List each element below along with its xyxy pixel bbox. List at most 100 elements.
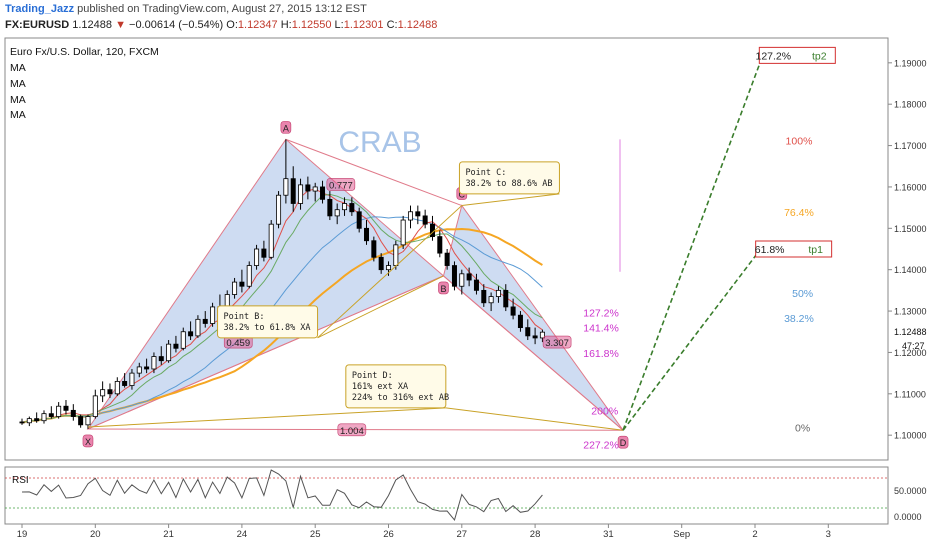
fib-level-label: 141.4% (583, 323, 619, 335)
price-tick-label: 1.11000 (894, 389, 926, 399)
time-tick-label: 21 (163, 529, 174, 540)
candle-body (298, 184, 304, 204)
candle-body (283, 178, 289, 196)
pattern-point-x: X (82, 434, 94, 448)
candle-body (517, 314, 523, 329)
pattern-line-ac (285, 138, 462, 207)
ratio-badge (326, 178, 356, 191)
time-tick-label: Sep (673, 529, 690, 540)
annotation-leader (461, 193, 560, 207)
candle-body (459, 273, 465, 287)
time-tick-label: 24 (237, 529, 248, 540)
close-label: C: (386, 19, 398, 31)
candle-body (56, 405, 62, 417)
time-tick-label: 26 (383, 529, 394, 540)
candle-body (451, 265, 457, 287)
low-value: 1.12301 (343, 19, 384, 31)
ma-blue-line (21, 216, 543, 424)
ratio-value: 1.004 (340, 426, 364, 437)
pattern-point-badge (438, 281, 449, 295)
candle-body (312, 186, 318, 192)
pattern-line-bd (443, 275, 624, 431)
chart-header: Trading_Jazz published on TradingView.co… (0, 0, 932, 36)
candle-body (122, 380, 128, 386)
ma-green-line (21, 193, 543, 424)
candle-body (254, 248, 260, 266)
candle-body (525, 327, 531, 337)
candle-body (276, 194, 282, 225)
price-tick-label: 1.15000 (894, 224, 927, 234)
candle-body (532, 335, 538, 339)
annotation-box: Point C:38.2% to 88.6% AB (458, 161, 560, 195)
projection-line (622, 59, 763, 431)
main-pane-frame (4, 37, 889, 461)
symbol-name: FX:EURUSD (5, 19, 70, 31)
target-tp1: 61.8% tp1 (755, 240, 833, 258)
candle-body (261, 248, 267, 258)
candle-body (136, 366, 142, 374)
target-frame (758, 46, 836, 64)
candle-body (539, 331, 545, 339)
rsi-label: RSI (12, 475, 29, 486)
legend-ma-3: MA (10, 94, 26, 106)
candle-body (63, 405, 69, 411)
annotation-text: Point B: (224, 312, 265, 322)
candle-body (510, 306, 516, 316)
candle-body (444, 252, 450, 266)
time-tick-label: 2 (752, 529, 757, 540)
rsi-pane-frame (4, 466, 889, 525)
annotation-frame (217, 305, 319, 339)
pattern-line-xb (87, 275, 444, 430)
candle-body (290, 178, 296, 204)
legend-ma-4: MA (10, 109, 26, 121)
candle-body (144, 366, 150, 370)
pattern-point-badge (280, 121, 292, 134)
pattern-point-b: B (438, 281, 449, 295)
bar-countdown-label: 47:27 (902, 341, 925, 351)
open-value: 1.12347 (237, 19, 278, 31)
ma-red-line (21, 188, 543, 424)
pattern-point-label: B (440, 284, 446, 294)
candle-body (268, 223, 274, 258)
candle-body (429, 223, 435, 237)
time-tick-label: 20 (90, 529, 101, 540)
price-tick-label: 1.14000 (894, 265, 927, 275)
annotation-text: 38.2% to 61.8% XA (224, 323, 311, 333)
fib-level-label: 161.8% (583, 348, 619, 360)
price-tick-label: 1.13000 (894, 307, 927, 317)
time-tick-label: 27 (457, 529, 468, 540)
last-price: 1.12488 (72, 19, 112, 31)
candle-body (334, 209, 340, 217)
price-tick-label: 1.17000 (894, 141, 927, 151)
candle-body (481, 289, 487, 304)
price-change: −0.00614 (−0.54%) (129, 19, 224, 31)
high-label: H: (280, 19, 292, 31)
rsi-tick-label: 0.0000 (894, 512, 922, 522)
candle-body (180, 331, 186, 349)
pattern-title: CRAB (338, 126, 421, 159)
candle-body (342, 203, 348, 211)
candle-body (371, 240, 377, 258)
time-axis-line (5, 524, 888, 525)
candle-body (378, 256, 384, 271)
legend-ma-2: MA (10, 78, 26, 90)
ratio-label: 1.004 (337, 423, 367, 437)
pattern-point-badge (617, 435, 629, 449)
candle-body (114, 380, 120, 395)
ratio-label: 3.307 (542, 335, 572, 349)
candle-body (158, 356, 164, 362)
price-tick-label: 1.16000 (894, 182, 927, 192)
target-level: 127.2% (756, 50, 792, 62)
fib-level-label: 38.2% (784, 313, 814, 325)
candle-body (437, 236, 443, 254)
ratio-label: 0.777 (326, 178, 356, 191)
candle-body (195, 318, 201, 337)
annotation-text: 161% ext XA (352, 382, 408, 392)
candle-body (466, 273, 472, 281)
candle-body (151, 356, 157, 370)
publisher-name[interactable]: Trading_Jazz (5, 3, 75, 15)
candle-body (473, 279, 479, 291)
annotation-leader (87, 407, 446, 428)
